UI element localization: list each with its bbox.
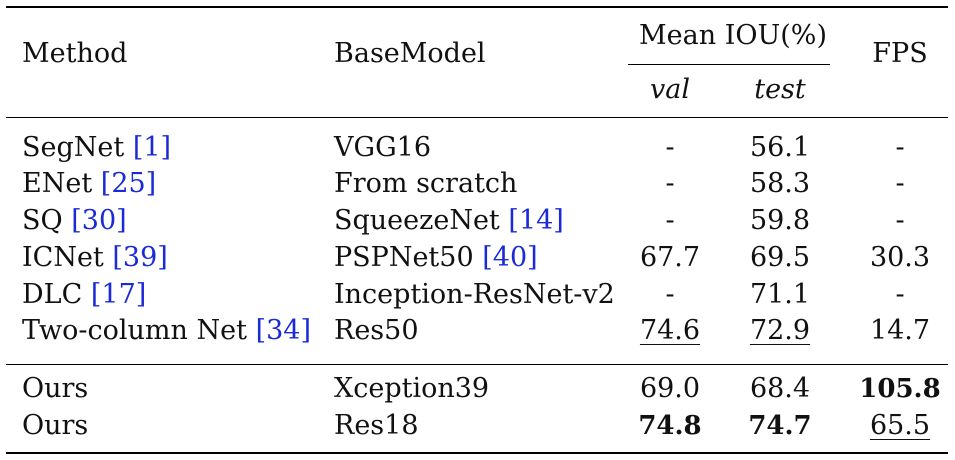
citation-number: 25	[111, 168, 146, 199]
cell-val: 69.0	[639, 373, 701, 404]
method-name: Two-column Net	[22, 315, 247, 346]
header-method: Method	[22, 38, 128, 69]
citation-number: 14	[518, 205, 554, 236]
cell-val: -	[665, 205, 675, 236]
cell-test: 71.1	[749, 279, 811, 310]
cell-fps: 105.8	[859, 374, 941, 404]
citation-link[interactable]: [34]	[255, 315, 312, 346]
cell-basemodel: Res50	[334, 315, 419, 346]
citation-link[interactable]: [17]	[90, 279, 147, 310]
cell-method: SQ [30]	[22, 205, 127, 237]
cell-val: 74.6	[639, 315, 701, 346]
header-test: test	[754, 74, 806, 105]
citation-number: 34	[266, 315, 301, 346]
header-rule	[6, 117, 948, 118]
cell-method: Ours	[22, 373, 89, 404]
citation-link[interactable]: [1]	[132, 132, 172, 163]
cell-method: SegNet [1]	[22, 132, 171, 164]
cell-val: 67.7	[639, 242, 701, 273]
cell-basemodel: SqueezeNet [14]	[334, 205, 564, 237]
cell-method: Two-column Net [34]	[22, 315, 311, 347]
header-fps: FPS	[872, 38, 928, 69]
group-rule	[6, 364, 948, 365]
cell-val: -	[665, 279, 675, 310]
citation-number: 17	[101, 279, 136, 310]
cell-test: 56.1	[749, 132, 811, 163]
cell-test: 58.3	[749, 168, 811, 199]
citation-number: 1	[143, 132, 161, 163]
top-rule	[6, 6, 948, 8]
cell-fps: 14.7	[869, 315, 931, 346]
cell-test: 72.9	[749, 315, 811, 346]
bottom-rule	[6, 452, 948, 454]
basemodel-name: PSPNet50	[334, 242, 474, 273]
cell-method: ICNet [39]	[22, 242, 168, 274]
cell-basemodel: PSPNet50 [40]	[334, 242, 538, 274]
citation-number: 40	[492, 242, 528, 273]
cell-test: 68.4	[749, 373, 811, 404]
citation-link[interactable]: [14]	[508, 205, 564, 236]
header-basemodel: BaseModel	[334, 38, 486, 69]
cell-basemodel: Inception-ResNet-v2	[334, 279, 615, 310]
cell-val: -	[665, 168, 675, 199]
basemodel-name: SqueezeNet	[334, 205, 500, 236]
method-name: ENet	[22, 168, 93, 199]
citation-link[interactable]: [25]	[100, 168, 157, 199]
cell-basemodel: From scratch	[334, 168, 518, 199]
header-val: val	[650, 74, 690, 105]
citation-number: 39	[122, 242, 158, 273]
cell-fps: 65.5	[869, 410, 931, 441]
cell-method: ENet [25]	[22, 168, 156, 200]
cell-method: DLC [17]	[22, 279, 146, 311]
cell-basemodel: Xception39	[334, 373, 490, 404]
cell-val: 74.8	[638, 411, 702, 441]
citation-link[interactable]: [40]	[482, 242, 538, 273]
header-mean-iou: Mean IOU(%)	[639, 20, 827, 51]
cell-test: 74.7	[748, 411, 812, 441]
mean-iou-underline	[628, 64, 830, 65]
cell-test: 59.8	[749, 205, 811, 236]
cell-fps: 30.3	[869, 242, 931, 273]
cell-basemodel: Res18	[334, 410, 419, 441]
cell-fps: -	[895, 279, 905, 310]
cell-fps: -	[895, 205, 905, 236]
method-name: SQ	[22, 205, 63, 236]
citation-link[interactable]: [30]	[71, 205, 127, 236]
cell-val: -	[665, 132, 675, 163]
citation-link[interactable]: [39]	[112, 242, 168, 273]
cell-method: Ours	[22, 410, 89, 441]
cell-basemodel: VGG16	[334, 132, 431, 163]
cell-fps: -	[895, 132, 905, 163]
cell-fps: -	[895, 168, 905, 199]
citation-number: 30	[81, 205, 117, 236]
method-name: SegNet	[22, 132, 125, 163]
method-name: DLC	[22, 279, 83, 310]
cell-test: 69.5	[749, 242, 811, 273]
method-name: ICNet	[22, 242, 104, 273]
